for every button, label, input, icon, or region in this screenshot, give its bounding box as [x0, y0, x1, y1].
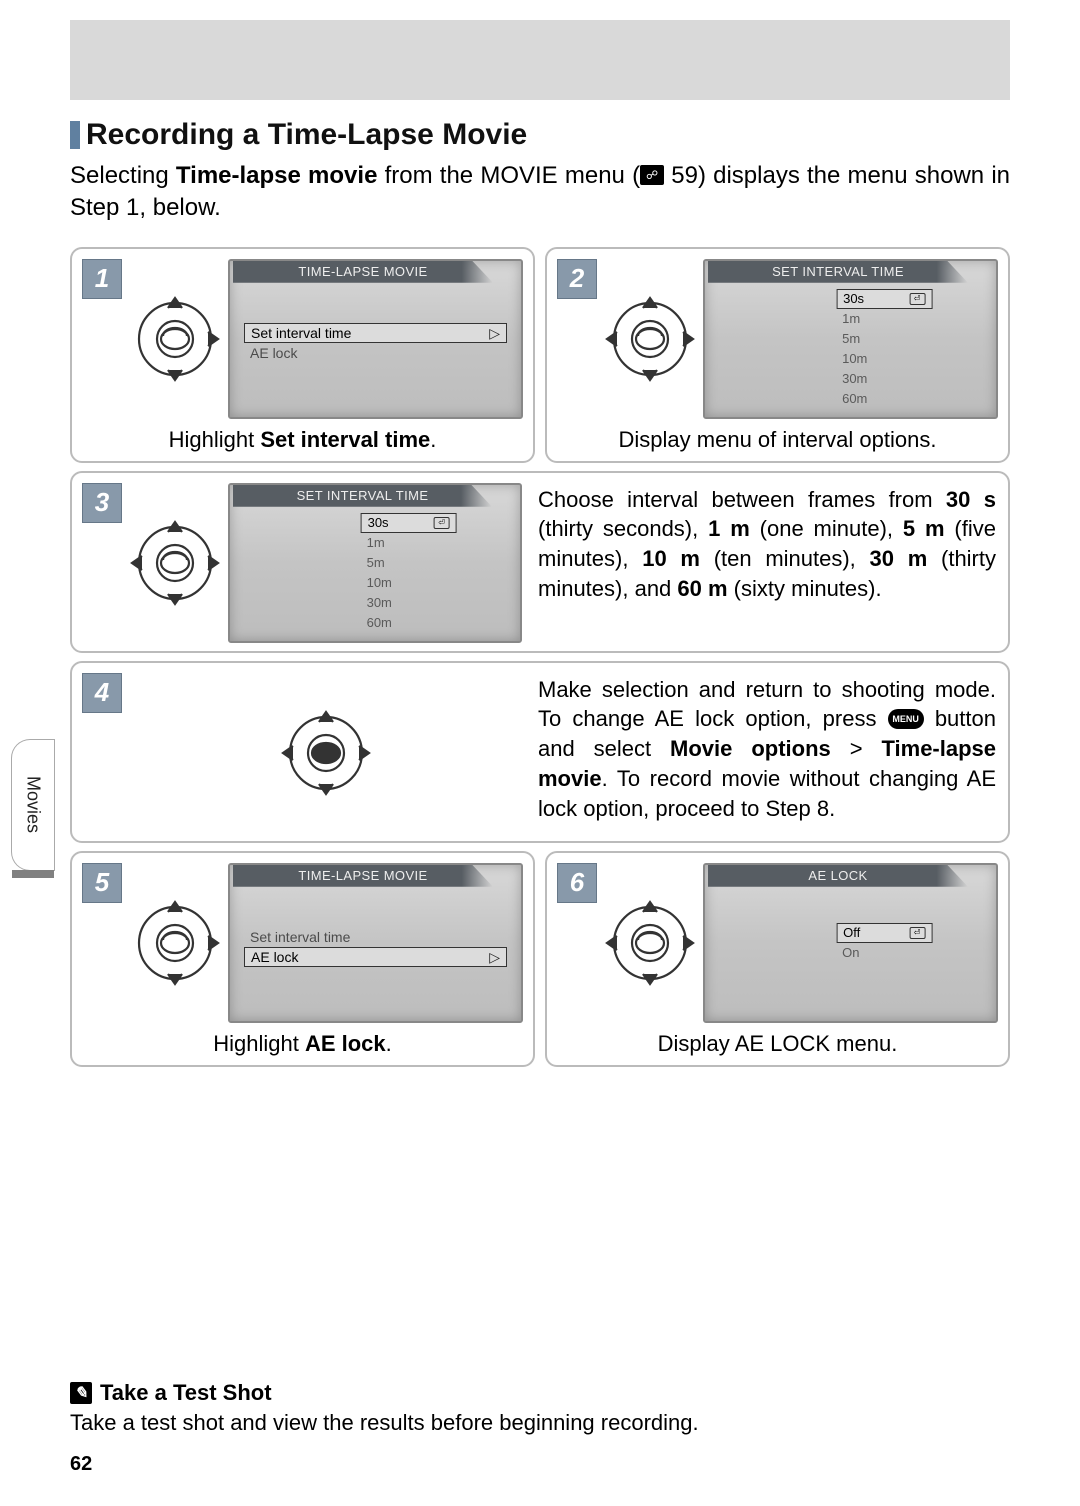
interval-item: 1m — [361, 533, 457, 553]
interval-item: 30m — [361, 593, 457, 613]
step-5-lcd: TIME-LAPSE MOVIE Set interval time AE lo… — [228, 863, 523, 1023]
controller-icon — [605, 259, 695, 419]
menu-button-icon: MENU — [888, 709, 924, 729]
controller-icon — [605, 863, 695, 1023]
lcd-title: SET INTERVAL TIME — [708, 261, 968, 283]
step-3-desc: Choose interval between frames from 30 s… — [532, 483, 998, 643]
chevron-right-icon: ▷ — [489, 949, 500, 965]
step-1-caption: Highlight Set interval time. — [82, 427, 523, 453]
section-side-tab: Movies — [12, 740, 54, 870]
lcd-row: AE lock — [244, 343, 507, 363]
intro-ref-num: 59 — [671, 162, 698, 189]
lcd-row-label: AE lock — [251, 949, 298, 965]
pencil-icon: ✎ — [70, 1382, 92, 1404]
note-heading: ✎ Take a Test Shot — [70, 1380, 1010, 1406]
interval-item: 60m — [836, 389, 932, 409]
step-5-badge: 5 — [82, 863, 122, 903]
step-2-badge: 2 — [557, 259, 597, 299]
side-tab-label: Movies — [23, 776, 44, 833]
row-5-6: 5 TIME-LAPSE MOVIE — [70, 851, 1010, 1075]
step-6-caption: Display AE LOCK menu. — [557, 1031, 998, 1057]
step-5-panel: 5 TIME-LAPSE MOVIE — [70, 851, 535, 1067]
note-title: Take a Test Shot — [100, 1380, 272, 1406]
controller-icon — [130, 483, 220, 643]
step-6-lcd: AE LOCK Off⏎ On — [703, 863, 998, 1023]
lcd-title: TIME-LAPSE MOVIE — [233, 261, 493, 283]
lcd-row: Set interval time — [244, 927, 507, 947]
title-accent-bar — [70, 121, 80, 149]
row-1-2: 1 TIME-LAPSE MOVIE — [70, 247, 1010, 471]
step-2-panel: 2 SET INTERVAL TIME — [545, 247, 1010, 463]
steps-grid: 1 TIME-LAPSE MOVIE — [70, 247, 1010, 1075]
interval-item: 5m — [836, 329, 932, 349]
step-5-caption: Highlight AE lock. — [82, 1031, 523, 1057]
step-3-lcd: SET INTERVAL TIME 30s⏎ 1m 5m 10m 30m 60m — [228, 483, 522, 643]
interval-item: 5m — [361, 553, 457, 573]
ae-lock-item: On — [836, 943, 932, 963]
lcd-row-selected: Set interval time ▷ — [244, 323, 507, 343]
intro-mid: from the MOVIE menu ( — [377, 162, 640, 189]
page-content: Recording a Time-Lapse Movie Selecting T… — [0, 118, 1080, 1075]
ae-lock-list: Off⏎ On — [836, 923, 932, 963]
interval-item: 60m — [361, 613, 457, 633]
step-1-lcd: TIME-LAPSE MOVIE Set interval time ▷ AE … — [228, 259, 523, 419]
lcd-row-selected: AE lock ▷ — [244, 947, 507, 967]
note-body: Take a test shot and view the results be… — [70, 1410, 1010, 1436]
step-4-badge: 4 — [82, 673, 122, 713]
step-1-badge: 1 — [82, 259, 122, 299]
controller-icon — [130, 863, 220, 1023]
lcd-title: TIME-LAPSE MOVIE — [233, 865, 493, 887]
step-1-panel: 1 TIME-LAPSE MOVIE — [70, 247, 535, 463]
ok-icon: ⏎ — [909, 927, 925, 939]
page-number: 62 — [70, 1453, 92, 1476]
ae-lock-item: Off⏎ — [836, 923, 932, 943]
page-ref-icon: ☍ — [640, 165, 664, 185]
interval-item: 1m — [836, 309, 932, 329]
lcd-row-label: Set interval time — [250, 929, 350, 945]
lcd-row-label: AE lock — [250, 345, 297, 361]
chevron-right-icon: ▷ — [489, 325, 500, 341]
step-2-caption: Display menu of interval options. — [557, 427, 998, 453]
ok-icon: ⏎ — [909, 293, 925, 305]
step-4-panel: 4 — [70, 661, 1010, 843]
title-row: Recording a Time-Lapse Movie — [70, 118, 1010, 152]
page-title: Recording a Time-Lapse Movie — [86, 118, 527, 152]
interval-item: 30s⏎ — [836, 289, 932, 309]
lcd-row-label: Set interval time — [251, 325, 351, 341]
lcd-title: SET INTERVAL TIME — [233, 485, 492, 507]
step-4-desc: Make selection and return to shooting mo… — [532, 673, 998, 833]
interval-item: 10m — [836, 349, 932, 369]
controller-icon — [130, 259, 220, 419]
ok-icon: ⏎ — [434, 517, 450, 529]
step-3-badge: 3 — [82, 483, 122, 523]
interval-list: 30s⏎ 1m 5m 10m 30m 60m — [836, 289, 932, 409]
step-3-panel: 3 — [70, 471, 1010, 653]
interval-item: 30s⏎ — [361, 513, 457, 533]
interval-item: 10m — [361, 573, 457, 593]
side-tab-marker — [12, 870, 54, 878]
step-2-lcd: SET INTERVAL TIME 30s⏎ 1m 5m 10m 30m 60m — [703, 259, 998, 419]
intro-bold: Time-lapse movie — [176, 162, 378, 189]
step-6-badge: 6 — [557, 863, 597, 903]
footer-note: ✎ Take a Test Shot Take a test shot and … — [70, 1380, 1010, 1436]
header-band — [70, 20, 1010, 100]
controller-icon — [281, 673, 371, 833]
interval-list: 30s⏎ 1m 5m 10m 30m 60m — [361, 513, 457, 633]
lcd-title: AE LOCK — [708, 865, 968, 887]
step-6-panel: 6 AE LOCK — [545, 851, 1010, 1067]
intro-pre: Selecting — [70, 162, 176, 189]
intro-paragraph: Selecting Time-lapse movie from the MOVI… — [70, 160, 1010, 225]
interval-item: 30m — [836, 369, 932, 389]
